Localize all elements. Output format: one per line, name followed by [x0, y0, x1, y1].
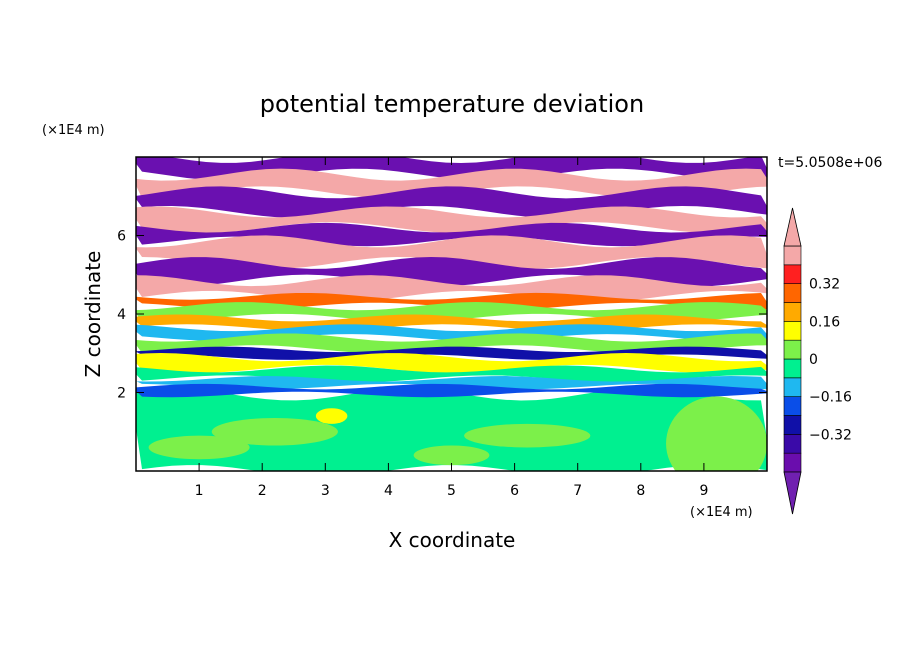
- x-tick-label: 4: [384, 483, 393, 499]
- contour-band: [136, 168, 767, 199]
- colorbar-segment: [783, 245, 802, 266]
- contour-band: [136, 383, 767, 398]
- contour-patch: [211, 418, 338, 446]
- contour-band: [136, 235, 767, 269]
- colorbar-segment: [783, 452, 802, 473]
- y-tick-label: 2: [117, 386, 126, 402]
- colorbar: 0.32 0.16 0 −0.16 −0.32: [783, 207, 852, 515]
- x-tick-label: 1: [195, 483, 204, 499]
- colorbar-under-triangle: [783, 471, 802, 515]
- colorbar-tick-label: 0.16: [809, 314, 840, 330]
- x-tick-label: 3: [321, 483, 330, 499]
- colorbar-tick-label: 0: [809, 352, 818, 368]
- colorbar-tick-label: −0.32: [809, 427, 852, 443]
- x-tick-label: 7: [573, 483, 582, 499]
- y-axis-label: Z coordinate: [81, 251, 105, 378]
- y-unit-label: (×1E4 m): [42, 123, 105, 138]
- contour-band: [136, 206, 767, 234]
- contour-patch: [148, 435, 250, 460]
- colorbar-segment: [783, 339, 802, 360]
- contour-band: [136, 388, 767, 471]
- contour-band: [136, 314, 767, 332]
- contour-band: [136, 353, 767, 374]
- colorbar-tick-label: −0.16: [809, 390, 852, 406]
- time-label: t=5.0508e+06: [778, 155, 882, 171]
- x-tick-label: 9: [699, 483, 708, 499]
- colorbar-segment: [783, 264, 802, 284]
- colorbar-segment: [783, 434, 802, 454]
- plot-area: [136, 157, 767, 471]
- x-tick-label: 6: [510, 483, 519, 499]
- y-axis: 2 4 6: [117, 229, 767, 402]
- colorbar-segment: [783, 302, 802, 322]
- colorbar-over-triangle: [783, 207, 802, 247]
- contour-band: [136, 333, 767, 354]
- colorbar-segment: [783, 358, 802, 379]
- x-tick-label: 8: [636, 483, 645, 499]
- x-tick-label: 2: [258, 483, 267, 499]
- colorbar-segment: [783, 283, 802, 303]
- colorbar-segment: [783, 377, 802, 397]
- colorbar-segment: [783, 396, 802, 416]
- y-tick-label: 6: [117, 229, 126, 245]
- x-axis: 1 2 3 4 5 6 7 8 9: [195, 157, 708, 499]
- contour-patch: [464, 423, 591, 448]
- colorbar-tick-label: 0.32: [809, 277, 840, 293]
- contour-band: [136, 256, 767, 287]
- x-unit-label: (×1E4 m): [690, 505, 753, 520]
- chart-title: potential temperature deviation: [260, 90, 644, 118]
- contour-band: [136, 376, 767, 390]
- colorbar-segment: [783, 321, 802, 341]
- contour-patch: [413, 445, 490, 466]
- contour-band: [136, 157, 767, 181]
- contour-patch: [666, 396, 767, 471]
- y-tick-label: 4: [117, 307, 126, 323]
- x-tick-label: 5: [447, 483, 456, 499]
- colorbar-segment: [783, 415, 802, 435]
- contour-patch: [315, 408, 348, 424]
- x-axis-label: X coordinate: [389, 528, 516, 552]
